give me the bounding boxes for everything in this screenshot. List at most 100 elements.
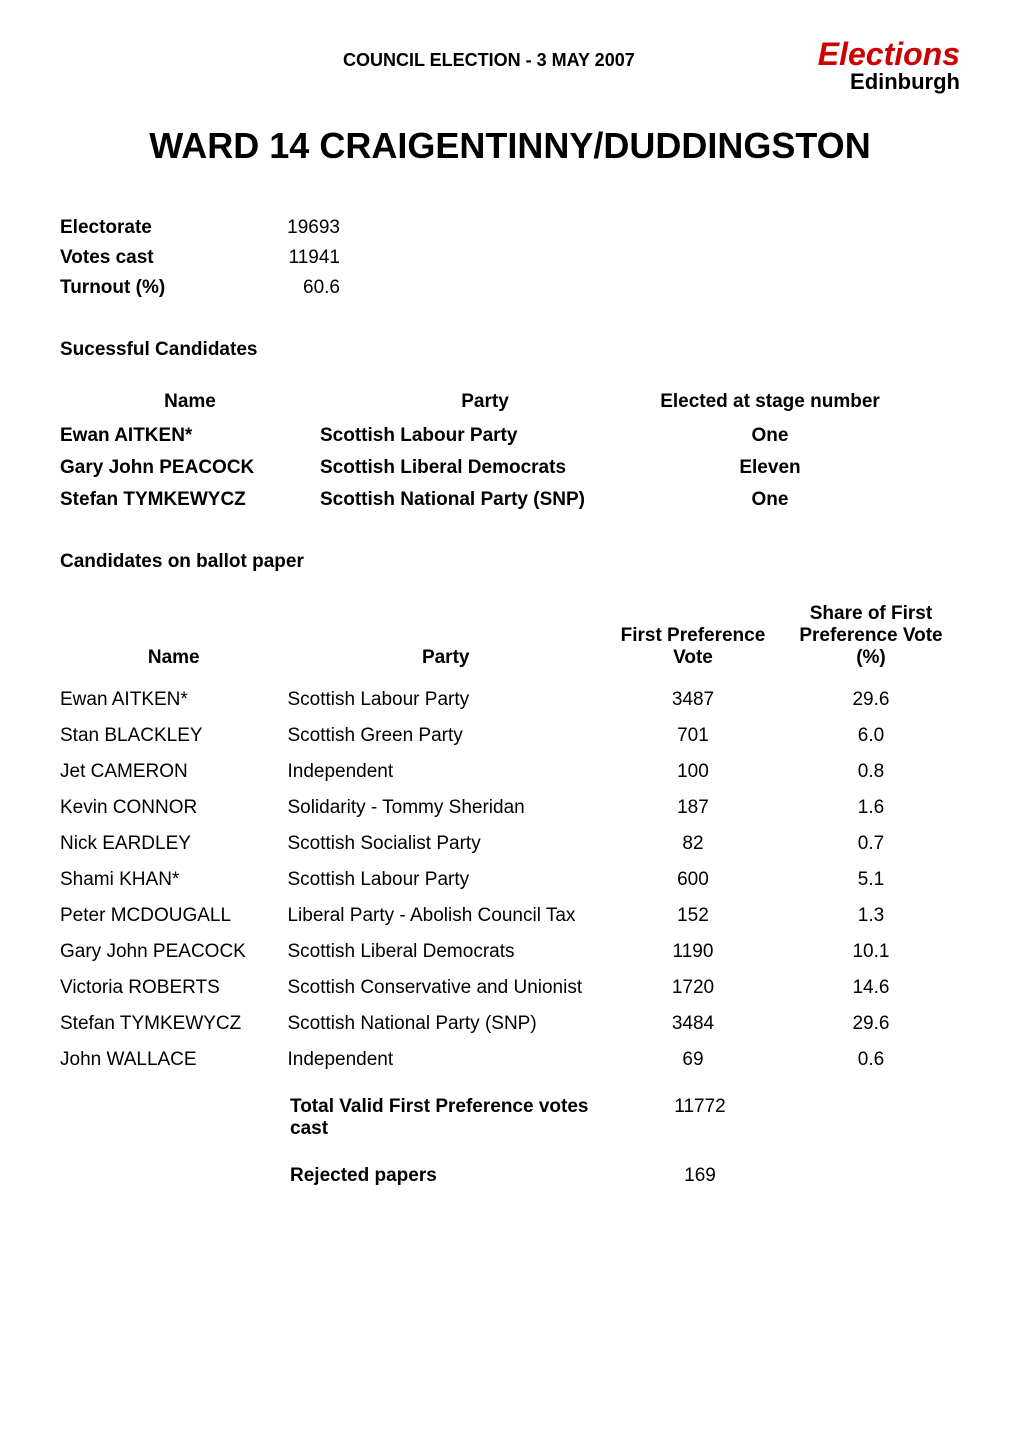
candidate-name: Stefan TYMKEWYCZ: [60, 1013, 287, 1035]
successful-candidates-title: Sucessful Candidates: [60, 339, 960, 361]
candidate-row: Shami KHAN* Scottish Labour Party 600 5.…: [60, 869, 960, 891]
candidate-fpv: 1720: [604, 977, 782, 999]
successful-row: Ewan AITKEN* Scottish Labour Party One: [60, 425, 960, 447]
candidate-name: Stan BLACKLEY: [60, 725, 287, 747]
candidate-party: Liberal Party - Abolish Council Tax: [287, 905, 603, 927]
successful-name: Stefan TYMKEWYCZ: [60, 489, 320, 511]
candidate-share: 14.6: [782, 977, 960, 999]
candidate-share: 5.1: [782, 869, 960, 891]
candidate-share: 29.6: [782, 689, 960, 711]
successful-candidates-table: Name Party Elected at stage number Ewan …: [60, 391, 960, 511]
candidate-party: Scottish Labour Party: [287, 689, 603, 711]
candidate-name: Victoria ROBERTS: [60, 977, 287, 999]
header-party: Party: [320, 391, 650, 413]
candidate-fpv: 69: [604, 1049, 782, 1071]
candidate-name: Shami KHAN*: [60, 869, 287, 891]
total-valid-row: Total Valid First Preference votes cast …: [60, 1096, 960, 1140]
header-name: Name: [60, 391, 320, 413]
candidate-party: Scottish Labour Party: [287, 869, 603, 891]
votes-cast-label: Votes cast: [60, 247, 280, 269]
ward-title: WARD 14 CRAIGENTINNY/DUDDINGSTON: [60, 125, 960, 167]
candidate-share: 0.6: [782, 1049, 960, 1071]
summary-section: Electorate 19693 Votes cast 11941 Turnou…: [60, 217, 960, 299]
successful-header-row: Name Party Elected at stage number: [60, 391, 960, 413]
candidate-fpv: 82: [604, 833, 782, 855]
candidate-row: John WALLACE Independent 69 0.6: [60, 1049, 960, 1071]
candidate-party: Scottish Liberal Democrats: [287, 941, 603, 963]
council-election-title: COUNCIL ELECTION - 3 MAY 2007: [160, 50, 818, 71]
candidate-name: Ewan AITKEN*: [60, 689, 287, 711]
share-header-line2: (%): [782, 647, 960, 669]
candidate-party: Independent: [287, 1049, 603, 1071]
candidate-row: Nick EARDLEY Scottish Socialist Party 82…: [60, 833, 960, 855]
electorate-value: 19693: [280, 217, 340, 239]
total-valid-label: Total Valid First Preference votes cast: [60, 1096, 610, 1140]
candidates-header-row: Name Party First Preference Vote Share o…: [60, 603, 960, 669]
successful-stage: One: [650, 425, 890, 447]
candidate-share: 0.7: [782, 833, 960, 855]
candidate-share: 10.1: [782, 941, 960, 963]
candidate-fpv: 152: [604, 905, 782, 927]
candidate-fpv: 1190: [604, 941, 782, 963]
rejected-row: Rejected papers 169: [60, 1165, 960, 1187]
turnout-row: Turnout (%) 60.6: [60, 277, 960, 299]
candidate-fpv: 3484: [604, 1013, 782, 1035]
candidate-fpv: 3487: [604, 689, 782, 711]
electorate-row: Electorate 19693: [60, 217, 960, 239]
turnout-value: 60.6: [280, 277, 340, 299]
successful-stage: One: [650, 489, 890, 511]
candidate-share: 1.3: [782, 905, 960, 927]
candidate-party: Solidarity - Tommy Sheridan: [287, 797, 603, 819]
candidate-row: Kevin CONNOR Solidarity - Tommy Sheridan…: [60, 797, 960, 819]
successful-row: Stefan TYMKEWYCZ Scottish National Party…: [60, 489, 960, 511]
rejected-value: 169: [610, 1165, 790, 1187]
candidate-row: Gary John PEACOCK Scottish Liberal Democ…: [60, 941, 960, 963]
candidate-fpv: 100: [604, 761, 782, 783]
votes-cast-value: 11941: [280, 247, 340, 269]
candidate-name: Kevin CONNOR: [60, 797, 287, 819]
candidate-party: Scottish Conservative and Unionist: [287, 977, 603, 999]
candidate-fpv: 600: [604, 869, 782, 891]
candidate-name: Peter MCDOUGALL: [60, 905, 287, 927]
candidate-name: Gary John PEACOCK: [60, 941, 287, 963]
successful-stage: Eleven: [650, 457, 890, 479]
cand-header-party: Party: [287, 647, 603, 669]
electorate-label: Electorate: [60, 217, 280, 239]
cand-header-name: Name: [60, 647, 287, 669]
logo-elections-text: Elections: [818, 40, 960, 69]
candidate-row: Jet CAMERON Independent 100 0.8: [60, 761, 960, 783]
candidate-row: Victoria ROBERTS Scottish Conservative a…: [60, 977, 960, 999]
candidate-row: Stan BLACKLEY Scottish Green Party 701 6…: [60, 725, 960, 747]
successful-party: Scottish Liberal Democrats: [320, 457, 650, 479]
share-header-line1: Share of First Preference Vote: [782, 603, 960, 647]
cand-header-fpv: First Preference Vote: [604, 625, 782, 669]
cand-header-share: Share of First Preference Vote (%): [782, 603, 960, 669]
successful-party: Scottish National Party (SNP): [320, 489, 650, 511]
candidate-party: Scottish Socialist Party: [287, 833, 603, 855]
header-stage: Elected at stage number: [650, 391, 890, 413]
candidate-name: Jet CAMERON: [60, 761, 287, 783]
successful-name: Ewan AITKEN*: [60, 425, 320, 447]
successful-name: Gary John PEACOCK: [60, 457, 320, 479]
candidate-share: 1.6: [782, 797, 960, 819]
candidate-name: Nick EARDLEY: [60, 833, 287, 855]
elections-logo: Elections Edinburgh: [818, 40, 960, 95]
candidate-party: Scottish National Party (SNP): [287, 1013, 603, 1035]
votes-cast-row: Votes cast 11941: [60, 247, 960, 269]
logo-edinburgh-text: Edinburgh: [818, 69, 960, 95]
candidate-fpv: 187: [604, 797, 782, 819]
header-row: COUNCIL ELECTION - 3 MAY 2007 Elections …: [60, 40, 960, 95]
candidates-section-title: Candidates on ballot paper: [60, 551, 960, 573]
rejected-label: Rejected papers: [60, 1165, 610, 1187]
candidate-fpv: 701: [604, 725, 782, 747]
candidate-party: Scottish Green Party: [287, 725, 603, 747]
successful-party: Scottish Labour Party: [320, 425, 650, 447]
candidate-party: Independent: [287, 761, 603, 783]
candidate-row: Stefan TYMKEWYCZ Scottish National Party…: [60, 1013, 960, 1035]
turnout-label: Turnout (%): [60, 277, 280, 299]
candidate-row: Ewan AITKEN* Scottish Labour Party 3487 …: [60, 689, 960, 711]
candidate-row: Peter MCDOUGALL Liberal Party - Abolish …: [60, 905, 960, 927]
successful-row: Gary John PEACOCK Scottish Liberal Democ…: [60, 457, 960, 479]
candidate-name: John WALLACE: [60, 1049, 287, 1071]
candidate-share: 0.8: [782, 761, 960, 783]
